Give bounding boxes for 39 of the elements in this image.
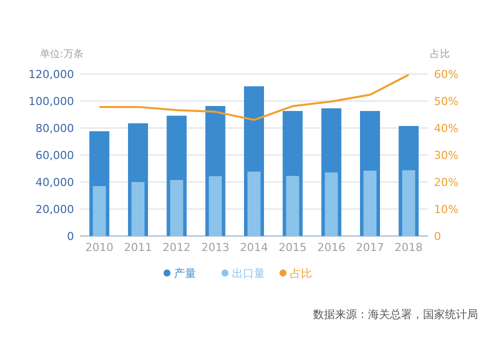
bar: [132, 182, 144, 236]
y-tick-label: 120,000: [28, 68, 74, 81]
x-tick-label: 2018: [394, 241, 423, 254]
legend-label: 出口量: [232, 267, 265, 280]
y-tick-label: 80,000: [36, 122, 74, 135]
y2-tick-label: 50%: [434, 95, 458, 108]
x-tick-label: 2012: [162, 241, 191, 254]
x-tick-label: 2015: [278, 241, 307, 254]
y2-tick-label: 20%: [434, 176, 458, 189]
bar: [92, 186, 106, 236]
line-series: [98, 74, 410, 121]
bar: [170, 180, 184, 236]
bar: [208, 176, 222, 236]
legend-label: 产量: [174, 267, 196, 280]
bar: [364, 170, 376, 236]
x-tick-label: 2014: [240, 241, 268, 254]
bar: [248, 172, 260, 236]
legend-label: 占比: [290, 267, 312, 280]
x-tick-label: 2010: [85, 241, 114, 254]
x-tick-label: 2011: [124, 241, 152, 254]
y2-tick-label: 0: [434, 230, 441, 243]
y-tick-label: 100,000: [28, 95, 74, 108]
y2-tick-label: 60%: [434, 68, 458, 81]
x-tick-label: 2017: [356, 241, 384, 254]
y2-tick-label: 10%: [434, 203, 458, 216]
source-note: 数据来源：海关总署，国家统计局: [313, 308, 478, 321]
y-tick-label: 60,000: [36, 149, 74, 162]
x-tick-label: 2013: [201, 241, 230, 254]
bar: [402, 170, 416, 236]
y2-tick-label: 30%: [434, 149, 458, 162]
y-tick-label: 0: [67, 230, 74, 243]
x-tick-label: 2016: [317, 241, 346, 254]
y-tick-label: 40,000: [36, 176, 74, 189]
y2-axis-title: 占比: [430, 48, 450, 60]
y-tick-label: 20,000: [36, 203, 74, 216]
y-axis-title: 单位:万条: [40, 48, 84, 60]
bar: [286, 176, 300, 236]
bar: [324, 172, 338, 236]
y2-tick-label: 40%: [434, 122, 458, 135]
